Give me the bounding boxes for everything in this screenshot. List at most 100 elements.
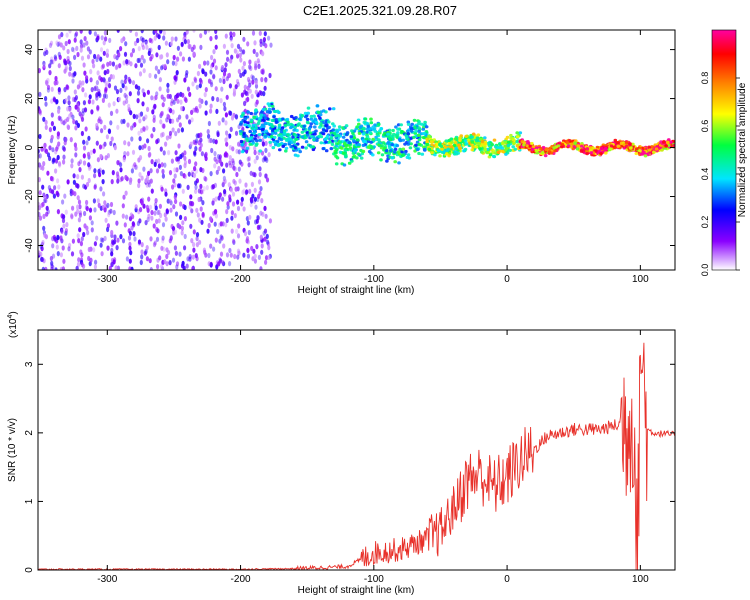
spectrogram-cell bbox=[333, 139, 338, 143]
spectrogram-cell bbox=[127, 103, 131, 109]
spectrogram-cell bbox=[150, 159, 154, 165]
spectrogram-cell bbox=[111, 61, 115, 67]
spectrogram-cell bbox=[220, 235, 224, 241]
spectrogram-cell bbox=[111, 170, 115, 176]
spectrogram-cell bbox=[389, 149, 393, 153]
spectrogram-cell bbox=[226, 56, 230, 62]
spectrogram-cell bbox=[221, 260, 225, 266]
spectrogram-cell bbox=[427, 147, 432, 151]
spectrogram-cell bbox=[199, 142, 203, 148]
spectrogram-cell bbox=[76, 204, 80, 210]
spectrogram-cell bbox=[100, 35, 104, 41]
spectrogram-cell bbox=[142, 126, 146, 132]
spectrogram-cell bbox=[330, 139, 335, 143]
spectrogram-cell bbox=[104, 86, 108, 92]
spectrogram-cell bbox=[189, 141, 193, 147]
spectrogram-cell bbox=[123, 222, 127, 228]
spectrogram-cell bbox=[85, 199, 89, 206]
snr-plot-area bbox=[38, 330, 675, 570]
spectrogram-cell bbox=[92, 63, 96, 69]
spectrogram-cell bbox=[137, 182, 141, 189]
spectrogram-cell bbox=[289, 114, 294, 119]
spectrogram-cell bbox=[425, 140, 430, 144]
spectrogram-cell bbox=[318, 113, 323, 117]
spectrogram-cell bbox=[262, 113, 266, 117]
spectrogram-cell bbox=[109, 201, 114, 208]
spectrogram-cell bbox=[147, 182, 151, 188]
spectrogram-cell bbox=[289, 145, 293, 149]
spectrogram-cell bbox=[179, 214, 183, 220]
spectrogram-cell bbox=[283, 131, 287, 135]
spectrogram-cell bbox=[161, 235, 165, 241]
spectrogram-cell bbox=[511, 145, 515, 149]
spectrogram-cell bbox=[377, 122, 381, 126]
spectrogram-cell bbox=[199, 206, 203, 212]
spectrogram-cell bbox=[232, 165, 236, 171]
spectrogram-cell bbox=[518, 131, 523, 135]
spectrogram-cell bbox=[251, 139, 255, 143]
spectrogram-cell bbox=[71, 78, 75, 84]
spectrogram-cell bbox=[157, 44, 161, 51]
spectrogram-cell bbox=[147, 213, 151, 219]
spectrogram-cell bbox=[186, 256, 190, 262]
spectrogram-cell bbox=[398, 147, 402, 151]
spectrogram-cell bbox=[156, 228, 160, 234]
spectrogram-cell bbox=[61, 199, 65, 205]
spectrogram-cell bbox=[530, 141, 534, 146]
spectrogram-cell bbox=[342, 163, 347, 167]
spectrogram-cell bbox=[107, 212, 111, 218]
spectrogram-cell bbox=[544, 147, 549, 152]
spectrogram-cell bbox=[194, 138, 199, 144]
spectrogram-cell bbox=[279, 134, 284, 138]
spectrogram-cell bbox=[197, 188, 201, 194]
spectrogram-cell bbox=[337, 125, 342, 129]
spectrogram-cell bbox=[179, 99, 183, 105]
spectrogram-cell bbox=[245, 146, 250, 150]
spectrogram-cell bbox=[161, 222, 166, 228]
spectrogram-cell bbox=[309, 134, 314, 138]
snr-x-tick-label: 100 bbox=[632, 574, 649, 585]
spectrogram-cell bbox=[327, 120, 331, 124]
spectrogram-cell bbox=[664, 144, 668, 148]
spectrogram-cell bbox=[38, 153, 41, 159]
spectrogram-cell bbox=[388, 146, 392, 150]
spectrogram-cell bbox=[648, 148, 652, 152]
spectrogram-cell bbox=[166, 198, 170, 204]
spectrogram-cell bbox=[427, 134, 431, 139]
spectrogram-cell bbox=[255, 99, 259, 105]
spectrogram-cell bbox=[180, 127, 184, 133]
spectrogram-cell bbox=[70, 163, 74, 169]
spectrogram-cell bbox=[238, 129, 243, 134]
spectrogram-cell bbox=[365, 127, 370, 131]
spectrogram-cell bbox=[240, 143, 244, 147]
spectrogram-cell bbox=[248, 188, 252, 194]
spectrogram-cell bbox=[122, 118, 126, 124]
colorbar-tick-label: 0.6 bbox=[700, 120, 710, 133]
spectrogram-cell bbox=[74, 32, 78, 39]
spectrogram-cell bbox=[204, 100, 208, 106]
spectrogram-cell bbox=[308, 131, 313, 135]
spectrogram-cell bbox=[219, 221, 223, 227]
spectrogram-cell bbox=[132, 231, 136, 237]
spectrogram-cell bbox=[89, 69, 93, 75]
spectrogram-cell bbox=[286, 133, 290, 137]
spectrogram-cell bbox=[106, 202, 110, 208]
spectrogram-cell bbox=[105, 52, 109, 58]
spectrogram-cell bbox=[106, 245, 110, 251]
spectrogram-cell bbox=[166, 93, 170, 99]
spectrogram-cell bbox=[49, 255, 54, 262]
spectrogram-cell bbox=[430, 151, 434, 155]
spectrogram-cell bbox=[243, 69, 247, 75]
spectrogram-cell bbox=[539, 147, 543, 151]
spectrogram-cell bbox=[181, 56, 185, 62]
spectrogram-cell bbox=[251, 79, 255, 85]
spectrogram-cell bbox=[400, 130, 405, 134]
spectrogram-cell bbox=[76, 233, 80, 239]
spectrogram-cell bbox=[71, 190, 75, 196]
spectrogram-cell bbox=[406, 153, 411, 157]
spectrogram-cell bbox=[168, 170, 173, 176]
spectrogram-cell bbox=[64, 137, 68, 143]
spectrogram-cell bbox=[392, 132, 396, 136]
spectrogram-cell bbox=[257, 63, 261, 69]
